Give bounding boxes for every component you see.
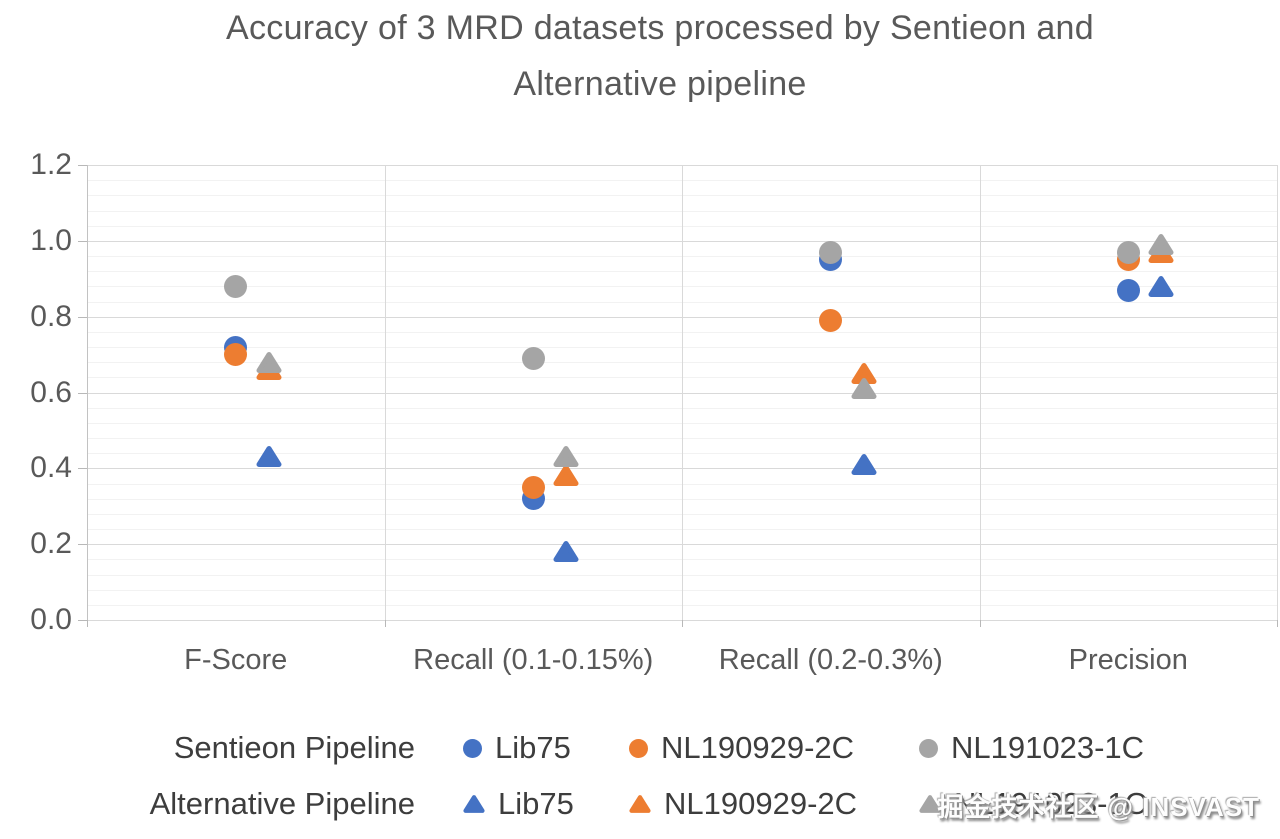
- x-tick-mark: [1277, 620, 1278, 627]
- legend-group-label: Alternative Pipeline: [149, 786, 415, 821]
- legend-item-label: NL190929-2C: [661, 730, 855, 765]
- x-tick-mark: [682, 620, 683, 627]
- plot-area: [87, 165, 1278, 621]
- x-tick-mark: [87, 620, 88, 627]
- y-tick-label: 0.6: [30, 375, 72, 409]
- data-point-circle-gray: [1116, 240, 1140, 264]
- y-tick-label: 0.4: [30, 451, 72, 485]
- legend-item-label: Lib75: [495, 730, 571, 765]
- y-tick-mark: [78, 392, 87, 394]
- data-point-triangle-blue: [1148, 275, 1174, 303]
- data-point-triangle-gray: [851, 377, 877, 405]
- data-point-triangle-gray: [256, 351, 282, 379]
- data-point-circle-gray: [224, 274, 248, 298]
- category-separator: [384, 165, 386, 620]
- legend-item: NL191023-1C: [919, 786, 1147, 822]
- y-tick-mark: [78, 165, 87, 166]
- y-tick-mark: [78, 316, 87, 318]
- y-tick-mark: [78, 544, 87, 546]
- chart-title-line1: Accuracy of 3 MRD datasets processed by …: [226, 9, 1094, 47]
- x-category-label: F-Score: [184, 644, 288, 676]
- chart-title: Accuracy of 3 MRD datasets processed by …: [90, 0, 1230, 112]
- triangle-marker-icon: [629, 794, 651, 814]
- triangle-marker-icon: [463, 794, 485, 814]
- legend-item: NL190929-2C: [629, 730, 919, 766]
- legend-group-label: Sentieon Pipeline: [173, 730, 415, 765]
- data-point-circle-gray: [819, 240, 843, 264]
- legend-item: NL191023-1C: [919, 730, 1144, 766]
- y-tick-label: 1.0: [30, 223, 72, 257]
- triangle-marker-icon: [919, 794, 941, 814]
- circle-marker-icon: [629, 738, 648, 758]
- legend-row-alternative: Alternative Pipeline Lib75 NL190929-2C N…: [0, 782, 1280, 826]
- data-point-circle-orange: [819, 308, 843, 332]
- chart-title-line2: Alternative pipeline: [513, 65, 807, 103]
- y-tick-label: 0.0: [30, 603, 72, 636]
- category-separator: [979, 165, 981, 620]
- y-tick-mark: [78, 620, 87, 621]
- circle-marker-icon: [919, 738, 938, 758]
- data-point-triangle-blue: [851, 453, 877, 481]
- y-tick-label: 0.2: [30, 527, 72, 561]
- data-point-circle-orange: [521, 475, 545, 499]
- x-tick-mark: [979, 620, 981, 627]
- legend-item-label: Lib75: [498, 786, 574, 821]
- data-point-triangle-gray: [1148, 233, 1174, 261]
- data-point-triangle-orange: [553, 464, 579, 492]
- watermark: 掘金技术社区 @ INSVAST: [937, 792, 1260, 822]
- circle-marker-icon: [463, 738, 482, 758]
- y-tick-label: 0.8: [30, 299, 72, 333]
- x-category-label: Recall (0.2-0.3%): [718, 644, 943, 676]
- data-point-triangle-gray: [553, 445, 579, 473]
- data-point-triangle-blue: [256, 445, 282, 473]
- legend-item: NL190929-2C: [629, 786, 919, 822]
- legend-item-label: NL190929-2C: [664, 786, 858, 821]
- category-separator: [1277, 165, 1278, 620]
- y-tick-mark: [78, 240, 87, 242]
- category-separator: [682, 165, 683, 620]
- legend-row-sentieon: Sentieon Pipeline Lib75 NL190929-2C NL19…: [0, 726, 1280, 770]
- x-category-label: Precision: [1068, 644, 1188, 676]
- legend-item: Lib75: [463, 730, 629, 766]
- y-tick-mark: [78, 468, 87, 470]
- x-category-label: Recall (0.1-0.15%): [413, 644, 654, 676]
- legend-item-label: NL191023-1C: [951, 730, 1145, 765]
- data-point-circle-orange: [224, 343, 248, 367]
- x-tick-mark: [384, 620, 386, 627]
- y-axis-line: [87, 165, 88, 620]
- legend-item-label: NL191023-1C: [954, 786, 1148, 821]
- legend-item: Lib75: [463, 786, 629, 822]
- y-tick-label: 1.2: [30, 148, 72, 181]
- data-point-circle-gray: [521, 346, 545, 370]
- data-point-triangle-blue: [553, 540, 579, 568]
- data-point-circle-blue: [1116, 278, 1140, 302]
